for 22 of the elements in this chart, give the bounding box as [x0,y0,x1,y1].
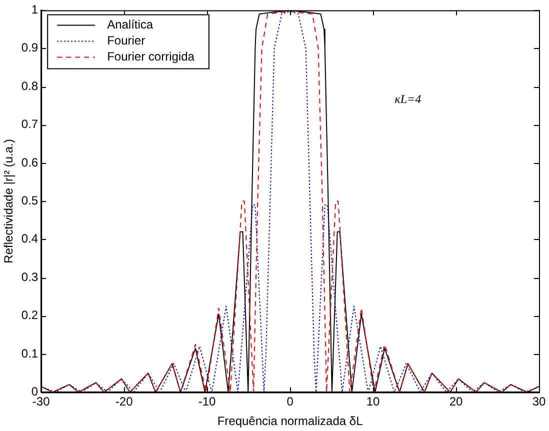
x-tick-label: -20 [115,394,134,409]
annotation: κL=4 [394,92,422,106]
x-tick-label: 20 [449,394,464,409]
x-tick-label: 0 [286,394,294,409]
y-tick-label: 0.4 [21,232,38,246]
legend-label: Fourier corrigida [107,50,195,64]
y-tick-label: 0.5 [21,194,38,208]
y-axis-title: Reflectividade |r|² (u.a.) [2,139,16,264]
y-tick-label: 0.1 [21,346,38,360]
y-tick-label: 0.3 [21,270,38,284]
legend-label: Fourier [107,34,146,48]
y-tick-label: 0.8 [21,78,38,93]
y-tick-label: 0.6 [21,155,38,170]
x-tick-label: 30 [532,394,546,409]
y-tick-label: 0.7 [21,117,38,132]
x-axis-title: Frequência normalizada δL [217,414,364,428]
y-tick-label: 1 [31,2,38,17]
x-tick-label: 10 [366,394,380,409]
x-tick-label: -10 [198,394,216,409]
legend-label: Analítica [107,18,154,32]
y-tick-label: 0.9 [21,40,38,55]
y-tick-label: 0.2 [21,308,38,322]
